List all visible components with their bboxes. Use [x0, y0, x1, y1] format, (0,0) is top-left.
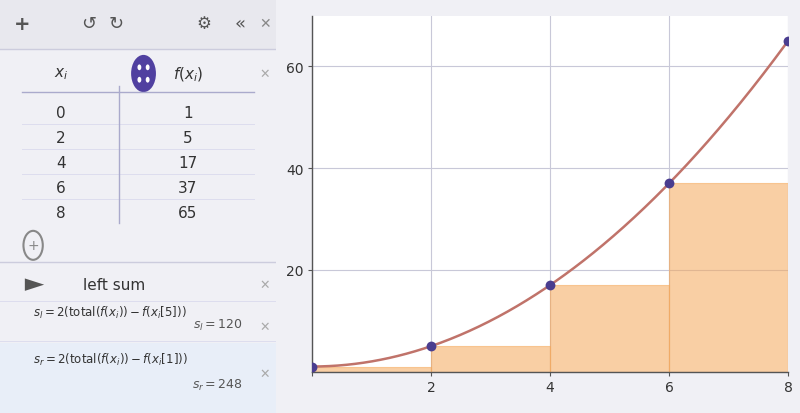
Circle shape — [146, 78, 150, 83]
Circle shape — [131, 56, 156, 93]
Text: $s_r = 2(\mathrm{total}(f(x_i)) - f(x_i[1]))$: $s_r = 2(\mathrm{total}(f(x_i)) - f(x_i[… — [33, 351, 188, 367]
Point — [782, 38, 794, 45]
Text: ↻: ↻ — [108, 15, 123, 33]
Text: $s_l = 120$: $s_l = 120$ — [194, 317, 243, 332]
Text: 1: 1 — [183, 106, 193, 121]
Text: ↺: ↺ — [81, 15, 96, 33]
Polygon shape — [25, 279, 44, 291]
Text: 8: 8 — [56, 205, 66, 220]
Text: $s_r = 248$: $s_r = 248$ — [192, 377, 243, 392]
Text: 65: 65 — [178, 205, 198, 220]
Text: 37: 37 — [178, 180, 198, 195]
Text: ✕: ✕ — [259, 17, 270, 31]
Circle shape — [146, 65, 150, 71]
Text: $s_l = 2(\mathrm{total}(f(x_i)) - f(x_i[5]))$: $s_l = 2(\mathrm{total}(f(x_i)) - f(x_i[… — [33, 304, 187, 320]
Text: $f(x_i)$: $f(x_i)$ — [173, 65, 203, 83]
Text: left sum: left sum — [83, 278, 145, 292]
Text: $x_i$: $x_i$ — [54, 66, 68, 82]
Text: 0: 0 — [56, 106, 66, 121]
Bar — [669, 184, 788, 372]
Bar — [550, 285, 669, 372]
Text: 4: 4 — [56, 156, 66, 171]
Circle shape — [138, 65, 142, 71]
Point — [425, 343, 438, 350]
Text: 5: 5 — [183, 131, 193, 146]
FancyBboxPatch shape — [0, 0, 276, 50]
Text: +: + — [27, 239, 39, 253]
Text: ✕: ✕ — [260, 278, 270, 292]
Circle shape — [138, 78, 142, 83]
Text: ⚙: ⚙ — [197, 15, 212, 33]
Text: ✕: ✕ — [260, 367, 270, 380]
Point — [543, 282, 556, 289]
Bar — [312, 367, 431, 372]
Point — [306, 363, 318, 370]
Text: +: + — [14, 14, 30, 33]
Point — [662, 180, 675, 187]
Bar — [431, 347, 550, 372]
Text: 2: 2 — [56, 131, 66, 146]
FancyBboxPatch shape — [0, 343, 276, 413]
Text: 17: 17 — [178, 156, 198, 171]
Text: ✕: ✕ — [260, 68, 270, 81]
Text: ✕: ✕ — [260, 320, 270, 333]
Text: «: « — [234, 15, 246, 33]
Text: 6: 6 — [56, 180, 66, 195]
